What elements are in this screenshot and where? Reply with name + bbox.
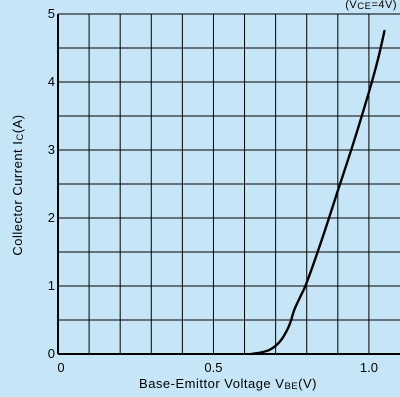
y-axis-label: Collector Current IC(A) (10, 114, 26, 255)
x-tick-labels: 0 0.5 1.0 (57, 360, 378, 375)
y-tick-label: 0 (48, 346, 55, 361)
y-tick-label: 2 (48, 210, 55, 225)
plot-frame-layer (57, 13, 400, 355)
series-layer (249, 29, 386, 356)
y-tick-label: 5 (48, 6, 55, 21)
y-tick-label: 3 (48, 142, 55, 157)
y-tick-label: 4 (48, 74, 55, 89)
series-line (249, 29, 386, 356)
x-tick-label: 0.5 (204, 360, 222, 375)
condition-label: (VCE=4V) (345, 0, 397, 12)
x-tick-label: 0 (57, 360, 64, 375)
y-tick-label: 1 (48, 278, 55, 293)
grid (58, 14, 400, 354)
x-axis-label: Base-Emittor Voltage VBE(V) (139, 376, 317, 392)
y-tick-labels: 0 1 2 3 4 5 (48, 6, 55, 361)
x-tick-label: 1.0 (360, 360, 378, 375)
